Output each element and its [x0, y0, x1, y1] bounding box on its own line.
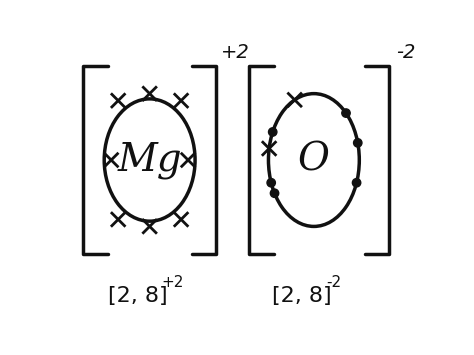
Text: Mg: Mg — [118, 141, 182, 179]
Circle shape — [270, 189, 279, 197]
Text: +2: +2 — [162, 275, 184, 290]
Circle shape — [354, 139, 362, 147]
Circle shape — [352, 179, 361, 187]
Circle shape — [268, 128, 277, 136]
Text: O: O — [298, 142, 330, 179]
Circle shape — [267, 179, 275, 187]
Text: [2, 8]: [2, 8] — [272, 286, 332, 306]
Text: -2: -2 — [326, 275, 341, 290]
Text: -2: -2 — [396, 43, 415, 62]
Text: [2, 8]: [2, 8] — [108, 286, 167, 306]
Circle shape — [342, 109, 350, 117]
Text: +2: +2 — [221, 43, 250, 62]
